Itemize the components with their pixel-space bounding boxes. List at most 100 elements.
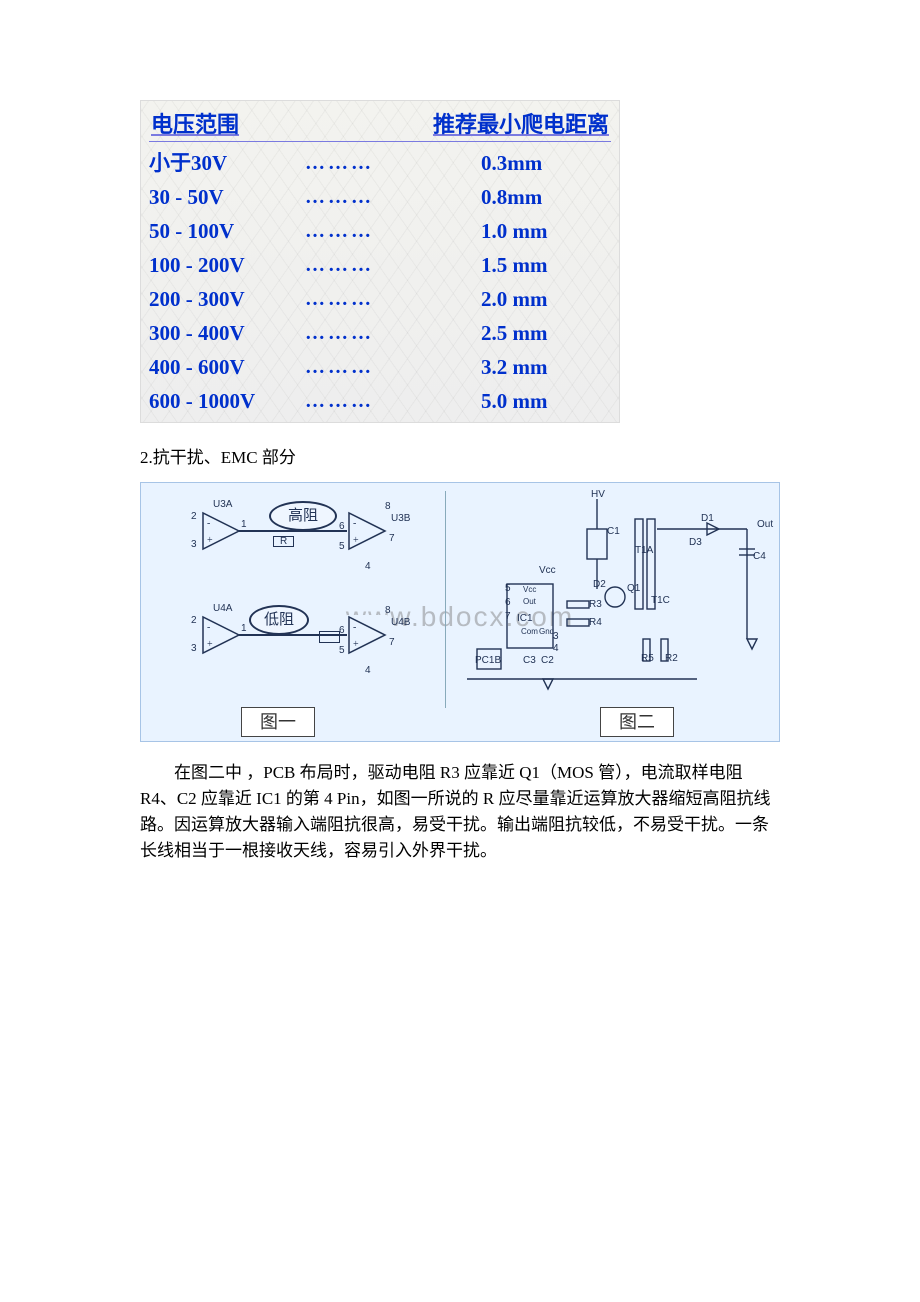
net-label: HV: [591, 489, 605, 500]
dot-leader: ………: [299, 282, 481, 316]
svg-text:-: -: [207, 622, 210, 633]
ref-designator: U4B: [391, 617, 410, 628]
ref-designator: U3B: [391, 513, 410, 524]
pin-number: 5: [339, 541, 345, 552]
ref-designator: C3: [523, 655, 536, 666]
svg-text:-: -: [207, 518, 210, 529]
pin-number: 5: [339, 645, 345, 656]
ref-designator: C4: [753, 551, 766, 562]
creepage-distance: 3.2 mm: [481, 350, 611, 384]
pin-number: 1: [241, 623, 247, 634]
pin-number: 4: [365, 561, 371, 572]
pin-number: 2: [191, 615, 197, 626]
pin-number: 4: [365, 665, 371, 676]
voltage-range: 50 - 100V: [149, 214, 299, 248]
dot-leader: ………: [299, 214, 481, 248]
flyback-schematic-icon: [447, 489, 777, 709]
panel-divider: [445, 491, 446, 708]
pin-number: 6: [505, 597, 511, 608]
creepage-distance: 5.0 mm: [481, 384, 611, 418]
voltage-range: 200 - 300V: [149, 282, 299, 316]
net-label: Out: [757, 519, 773, 530]
pin-number: 5: [505, 583, 511, 594]
pin-number: 1: [241, 519, 247, 530]
opamp-icon: - +: [347, 615, 387, 655]
dot-leader: ………: [299, 248, 481, 282]
dot-leader: ………: [299, 384, 481, 418]
creepage-distance: 0.3mm: [481, 146, 611, 180]
creepage-distance: 2.5 mm: [481, 316, 611, 350]
ic-pin-label: Vcc: [523, 585, 536, 594]
ref-designator: U3A: [213, 499, 232, 510]
table-row: 100 - 200V ……… 1.5 mm: [149, 248, 611, 282]
creepage-distance: 1.0 mm: [481, 214, 611, 248]
pin-number: 2: [191, 511, 197, 522]
ref-designator: C1: [607, 526, 620, 537]
table-row: 600 - 1000V ……… 5.0 mm: [149, 384, 611, 418]
pin-number: 6: [339, 625, 345, 636]
dot-leader: ………: [299, 316, 481, 350]
pin-number: 4: [553, 643, 559, 654]
opamp-icon: - +: [201, 615, 241, 655]
voltage-range: 100 - 200V: [149, 248, 299, 282]
ref-designator: D1: [701, 513, 714, 524]
table-row: 200 - 300V ……… 2.0 mm: [149, 282, 611, 316]
voltage-range: 400 - 600V: [149, 350, 299, 384]
voltage-range: 300 - 400V: [149, 316, 299, 350]
voltage-range: 600 - 1000V: [149, 384, 299, 418]
svg-text:+: +: [353, 535, 359, 546]
pin-number: 8: [385, 501, 391, 512]
ref-designator: IC1: [517, 613, 533, 624]
body-paragraph: 在图二中 ，PCB 布局时，驱动电阻 R3 应靠近 Q1（MOS 管），电流取样…: [140, 760, 780, 864]
ref-designator: C2: [541, 655, 554, 666]
emc-diagram: www.bdocx.com U3A - + 1 2 3 R 高阻 U3B - +…: [140, 482, 780, 742]
table-row: 300 - 400V ……… 2.5 mm: [149, 316, 611, 350]
ref-designator: R3: [589, 599, 602, 610]
ic-pin-label: Gnd: [539, 627, 554, 636]
pin-number: 3: [191, 539, 197, 550]
creepage-table-header: 电压范围 推荐最小爬电距离: [149, 107, 611, 142]
ref-designator: Q1: [627, 583, 640, 594]
wire: [239, 530, 347, 532]
figure-caption-right: 图二: [600, 707, 674, 737]
pin-number: 6: [339, 521, 345, 532]
dot-leader: ………: [299, 180, 481, 214]
resistor-icon: R: [273, 536, 294, 547]
svg-text:+: +: [207, 535, 213, 546]
ref-designator: PC1B: [475, 655, 501, 666]
creepage-distance: 0.8mm: [481, 180, 611, 214]
creepage-distance: 1.5 mm: [481, 248, 611, 282]
ref-designator: R5: [641, 653, 654, 664]
creepage-header-right: 推荐最小爬电距离: [433, 107, 609, 139]
lo-z-ellipse: 低阻: [249, 605, 309, 635]
wire: [239, 634, 347, 636]
creepage-header-left: 电压范围: [151, 107, 239, 139]
ref-designator: U4A: [213, 603, 232, 614]
hi-z-ellipse: 高阻: [269, 501, 337, 531]
section-heading: 2.抗干扰、EMC 部分: [140, 443, 780, 468]
svg-text:+: +: [207, 639, 213, 650]
svg-text:-: -: [353, 622, 356, 633]
table-row: 小于30V ……… 0.3mm: [149, 146, 611, 180]
pin-number: 3: [191, 643, 197, 654]
ic-pin-label: Com: [521, 627, 538, 636]
pin-number: 3: [553, 631, 559, 642]
dot-leader: ………: [299, 146, 481, 180]
figure-caption-left: 图一: [241, 707, 315, 737]
ref-designator: T1C: [651, 595, 670, 606]
ref-designator: D3: [689, 537, 702, 548]
ref-designator: D2: [593, 579, 606, 590]
creepage-distance: 2.0 mm: [481, 282, 611, 316]
ic-pin-label: Out: [523, 597, 536, 606]
pin-number: 7: [389, 637, 395, 648]
voltage-range: 小于30V: [149, 146, 299, 180]
pin-number: 7: [389, 533, 395, 544]
pin-number: 8: [385, 605, 391, 616]
voltage-range: 30 - 50V: [149, 180, 299, 214]
svg-text:+: +: [353, 639, 359, 650]
ref-designator: T1A: [635, 545, 653, 556]
ref-designator: R4: [589, 617, 602, 628]
creepage-table: 电压范围 推荐最小爬电距离 小于30V ……… 0.3mm 30 - 50V ……: [140, 100, 620, 423]
opamp-icon: - +: [201, 511, 241, 551]
svg-text:-: -: [353, 518, 356, 529]
